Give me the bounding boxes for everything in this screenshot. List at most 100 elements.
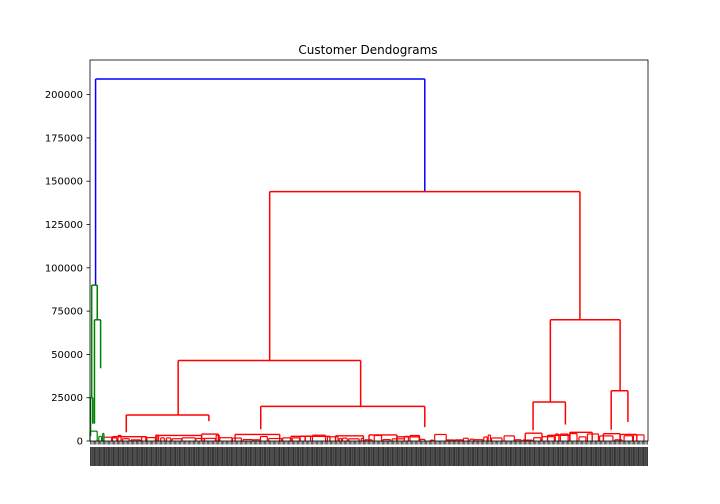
leaf-tick-label <box>154 447 156 466</box>
leaf-tick-label <box>206 447 208 466</box>
leaf-tick-label <box>402 447 404 466</box>
y-tick-label: 200000 <box>45 90 83 101</box>
leaf-tick-label <box>465 447 467 466</box>
leaf-tick-label <box>631 447 633 466</box>
leaf-tick-label <box>192 447 194 466</box>
leaf-tick-label <box>545 447 547 466</box>
leaf-tick-label <box>538 447 541 466</box>
leaf-tick-label <box>363 447 366 466</box>
leaf-tick-label <box>366 447 368 466</box>
leaf-tick-label <box>514 447 517 466</box>
leaf-tick-label <box>489 447 491 466</box>
leaf-tick-label <box>93 447 96 466</box>
leaf-tick-label <box>377 447 380 466</box>
leaf-tick-label <box>627 447 629 466</box>
leaf-tick-label <box>126 447 129 466</box>
leaf-tick-label <box>183 447 186 466</box>
leaf-tick-label <box>461 447 463 466</box>
leaf-tick-label <box>434 447 437 466</box>
leaf-tick-label <box>443 447 446 466</box>
leaf-tick-label <box>207 447 210 466</box>
leaf-tick-label <box>418 447 420 466</box>
leaf-tick-label <box>239 447 241 466</box>
leaf-tick-label <box>459 447 461 466</box>
leaf-tick-label <box>384 447 386 466</box>
leaf-tick-label <box>492 447 494 466</box>
leaf-tick-label <box>473 447 475 466</box>
leaf-tick-label <box>608 447 610 466</box>
leaf-tick-label <box>280 447 282 466</box>
leaf-tick-label <box>367 447 369 466</box>
leaf-tick-label <box>278 447 281 466</box>
leaf-tick-label <box>511 447 513 466</box>
leaf-tick-label <box>464 447 466 466</box>
leaf-tick-label <box>284 447 286 466</box>
leaf-tick-label <box>327 447 329 466</box>
leaf-tick-label <box>537 447 539 466</box>
leaf-tick-label <box>587 447 589 466</box>
leaf-tick-label <box>276 447 278 466</box>
leaf-tick-label <box>381 447 383 466</box>
leaf-tick-label <box>389 447 391 466</box>
leaf-tick-label <box>405 447 408 466</box>
leaf-tick-label <box>632 447 635 466</box>
leaf-tick-label <box>152 447 154 466</box>
leaf-tick-label <box>310 447 312 466</box>
leaf-tick-label <box>626 447 628 466</box>
leaf-tick-label <box>249 447 252 466</box>
leaf-tick-label <box>110 447 112 466</box>
leaf-tick-label <box>298 447 300 466</box>
leaf-tick-label <box>395 447 397 466</box>
leaf-tick-label <box>540 447 542 466</box>
leaf-tick-label <box>404 447 406 466</box>
leaf-tick-label <box>582 447 584 466</box>
leaf-tick-label <box>592 447 594 466</box>
leaf-tick-label <box>320 447 323 466</box>
leaf-tick-label <box>547 447 550 466</box>
leaf-tick-label <box>559 447 561 466</box>
leaf-tick-label <box>513 447 515 466</box>
leaf-tick-label <box>215 447 217 466</box>
leaf-tick-label <box>584 447 586 466</box>
leaf-tick-label <box>330 447 333 466</box>
leaf-tick-label <box>230 447 233 466</box>
leaf-tick-label <box>265 447 267 466</box>
leaf-tick-label <box>565 447 567 466</box>
leaf-tick-label <box>419 447 421 466</box>
leaf-tick-label <box>597 447 599 466</box>
leaf-tick-label <box>300 447 302 466</box>
leaf-tick-label <box>237 447 239 466</box>
leaf-tick-label <box>634 447 636 466</box>
leaf-tick-label <box>570 447 572 466</box>
leaf-tick-label <box>195 447 197 466</box>
leaf-tick-label <box>536 447 538 466</box>
leaf-tick-label <box>315 447 317 466</box>
leaf-tick-label <box>436 447 438 466</box>
y-tick-label: 25000 <box>51 393 83 404</box>
leaf-tick-label <box>607 447 609 466</box>
leaf-tick-label <box>128 447 130 466</box>
leaf-tick-label <box>555 447 557 466</box>
leaf-tick-label <box>291 447 293 466</box>
leaf-tick-label <box>579 447 581 466</box>
leaf-tick-label <box>551 447 553 466</box>
leaf-tick-label <box>348 447 350 466</box>
leaf-tick-label <box>155 447 158 466</box>
leaf-tick-label <box>294 447 296 466</box>
leaf-tick-label <box>460 447 462 466</box>
leaf-tick-label <box>290 447 292 466</box>
leaf-tick-label <box>577 447 579 466</box>
leaf-tick-label <box>408 447 410 466</box>
leaf-tick-label <box>333 447 335 466</box>
leaf-tick-label <box>532 447 534 466</box>
leaf-tick-label <box>169 447 172 466</box>
leaf-tick-label <box>318 447 320 466</box>
leaf-tick-label <box>523 447 525 466</box>
leaf-tick-label <box>493 447 495 466</box>
leaf-tick-label <box>102 447 104 466</box>
leaf-tick-label <box>355 447 357 466</box>
leaf-tick-label <box>129 447 131 466</box>
leaf-tick-label <box>196 447 198 466</box>
leaf-tick-label <box>216 447 219 466</box>
